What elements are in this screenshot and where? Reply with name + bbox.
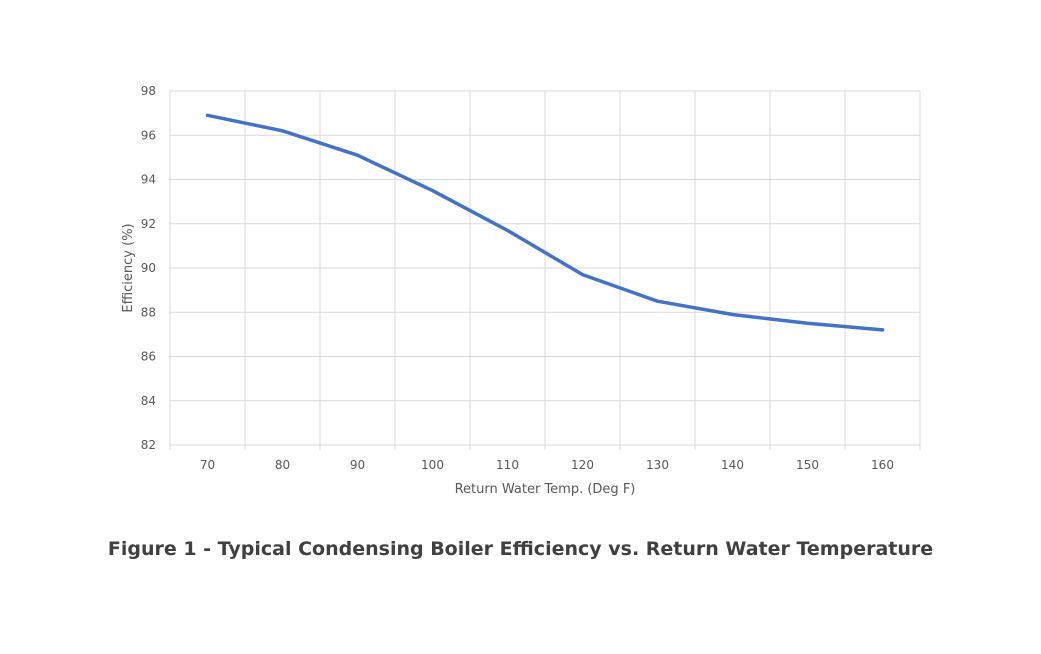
x-tick-label: 90 [350,458,365,472]
y-tick-label: 86 [141,350,156,364]
x-tick-label: 140 [721,458,744,472]
series-group [205,113,885,332]
x-tick-label: 150 [796,458,819,472]
y-tick-label: 92 [141,217,156,231]
x-axis-ticks: 70 80 90 100 110 120 130 140 150 160 [200,458,894,472]
y-tick-label: 84 [141,394,156,408]
y-tick-label: 90 [141,261,156,275]
y-axis-ticks: 82 84 86 88 90 92 94 96 98 [141,84,156,452]
y-tick-label: 88 [141,305,156,319]
gridlines [169,90,921,450]
x-tick-label: 110 [496,458,519,472]
x-tick-label: 130 [646,458,669,472]
y-axis-title: Efficiency (%) [121,223,136,312]
x-tick-label: 100 [421,458,444,472]
y-tick-label: 96 [141,128,156,142]
x-tick-label: 80 [275,458,290,472]
figure-caption: Figure 1 - Typical Condensing Boiler Eff… [107,538,934,560]
line-chart: 82 84 86 88 90 92 94 96 98 70 80 90 100 110 120 130 140… [121,84,921,497]
x-axis-title: Return Water Temp. (Deg F) [455,482,636,497]
x-tick-label: 160 [871,458,894,472]
x-tick-label: 70 [200,458,215,472]
x-tick-label: 120 [571,458,594,472]
series-line [205,113,885,332]
y-tick-label: 94 [141,173,156,187]
y-tick-label: 82 [141,438,156,452]
y-tick-label: 98 [141,84,156,98]
